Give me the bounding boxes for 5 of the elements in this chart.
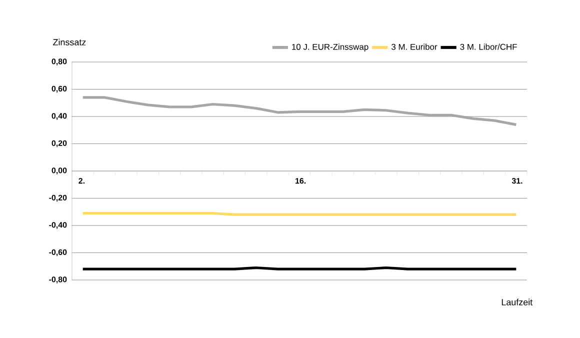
legend-label: 10 J. EUR-Zinsswap (292, 44, 368, 52)
legend-label: 3 M. Euribor (392, 44, 438, 50)
legend-label: 3 M. Libor/CHF (460, 44, 517, 50)
y-axis-title: Zinssatz (53, 38, 86, 46)
x-axis-title: Laufzeit (502, 298, 533, 306)
